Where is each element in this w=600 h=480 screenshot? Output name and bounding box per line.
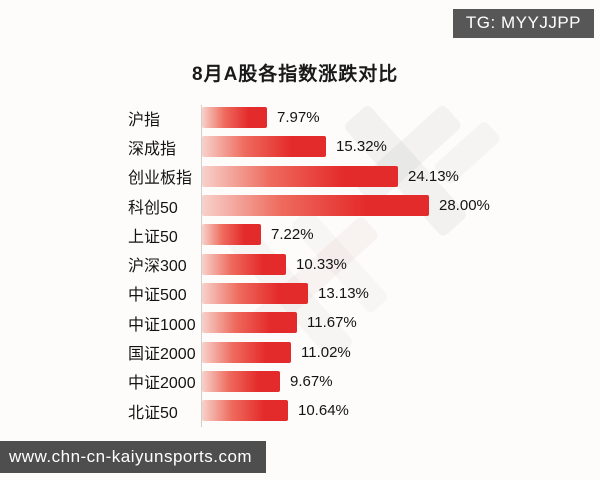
- bar-area: 24.13%: [202, 162, 459, 191]
- bar: [202, 253, 286, 275]
- bar-area: 9.67%: [202, 367, 333, 396]
- bar-area: 13.13%: [202, 279, 369, 308]
- website-badge: www.chn-cn-kaiyunsports.com: [0, 441, 267, 473]
- index-label: 深成指: [128, 140, 177, 158]
- bar-area: 15.32%: [202, 132, 387, 161]
- bar: [202, 136, 326, 158]
- chart-row: 中证500 13.13%: [128, 279, 558, 308]
- bar-chart: 沪指 7.97% 深成指 15.32% 创业板指 24.13% 科创50 28.00% 上证50…: [128, 103, 558, 427]
- chart-row: 北证50 10.64%: [128, 396, 558, 425]
- index-label: 沪深300: [128, 258, 187, 276]
- bar-area: 7.22%: [202, 220, 314, 249]
- chart-row: 深成指 15.32%: [128, 132, 558, 161]
- bar: [202, 165, 398, 187]
- value-label: 10.64%: [298, 402, 349, 420]
- y-axis-line: [201, 105, 202, 427]
- index-label: 沪指: [128, 111, 161, 129]
- index-label: 北证50: [128, 404, 178, 422]
- chart-row: 沪深300 10.33%: [128, 249, 558, 278]
- chart-row: 沪指 7.97%: [128, 103, 558, 132]
- value-label: 7.97%: [277, 109, 320, 127]
- index-label: 科创50: [128, 199, 178, 217]
- chart-row: 上证50 7.22%: [128, 220, 558, 249]
- index-label: 国证2000: [128, 346, 196, 364]
- bar: [202, 195, 429, 217]
- value-label: 11.02%: [301, 343, 351, 361]
- index-label: 上证50: [128, 228, 178, 246]
- value-label: 11.67%: [307, 314, 357, 332]
- index-label: 中证1000: [128, 316, 196, 334]
- bar-area: 7.97%: [202, 103, 320, 132]
- bar: [202, 224, 261, 246]
- bar-area: 28.00%: [202, 191, 490, 220]
- bar: [202, 312, 297, 334]
- chart-row: 科创50 28.00%: [128, 191, 558, 220]
- value-label: 9.67%: [290, 372, 333, 390]
- bar: [202, 400, 288, 422]
- chart-rows: 沪指 7.97% 深成指 15.32% 创业板指 24.13% 科创50 28.00% 上证50…: [128, 103, 558, 425]
- bar: [202, 341, 291, 363]
- index-label: 创业板指: [128, 170, 193, 188]
- bar-area: 11.02%: [202, 337, 351, 366]
- value-label: 13.13%: [318, 284, 369, 302]
- value-label: 28.00%: [439, 197, 490, 215]
- bar-area: 11.67%: [202, 308, 357, 337]
- bar-area: 10.33%: [202, 249, 347, 278]
- index-label: 中证500: [128, 287, 187, 305]
- value-label: 10.33%: [296, 255, 347, 273]
- value-label: 7.22%: [271, 226, 314, 244]
- value-label: 24.13%: [408, 167, 459, 185]
- bar: [202, 107, 267, 129]
- chart-row: 创业板指 24.13%: [128, 162, 558, 191]
- bar: [202, 282, 308, 304]
- value-label: 15.32%: [336, 138, 387, 156]
- bar: [202, 370, 280, 392]
- chart-title: 8月A股各指数涨跌对比: [192, 64, 399, 85]
- bar-area: 10.64%: [202, 396, 349, 425]
- telegram-badge: TG: MYYJJPP: [452, 9, 594, 38]
- chart-row: 国证2000 11.02%: [128, 337, 558, 366]
- chart-row: 中证2000 9.67%: [128, 367, 558, 396]
- chart-row: 中证1000 11.67%: [128, 308, 558, 337]
- index-label: 中证2000: [128, 375, 196, 393]
